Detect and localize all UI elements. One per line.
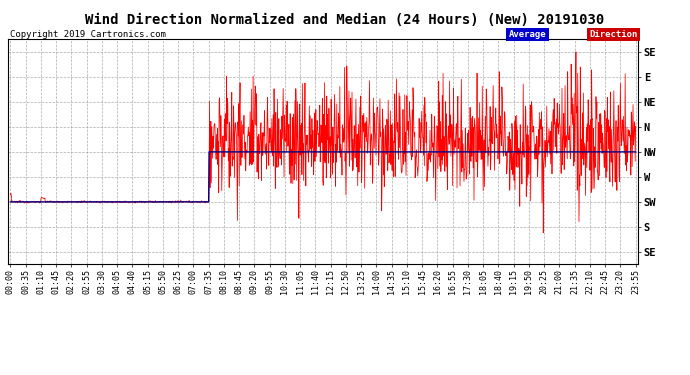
Text: Average: Average (509, 30, 546, 39)
Text: Direction: Direction (589, 30, 638, 39)
Text: Wind Direction Normalized and Median (24 Hours) (New) 20191030: Wind Direction Normalized and Median (24… (86, 13, 604, 27)
Text: Copyright 2019 Cartronics.com: Copyright 2019 Cartronics.com (10, 30, 166, 39)
